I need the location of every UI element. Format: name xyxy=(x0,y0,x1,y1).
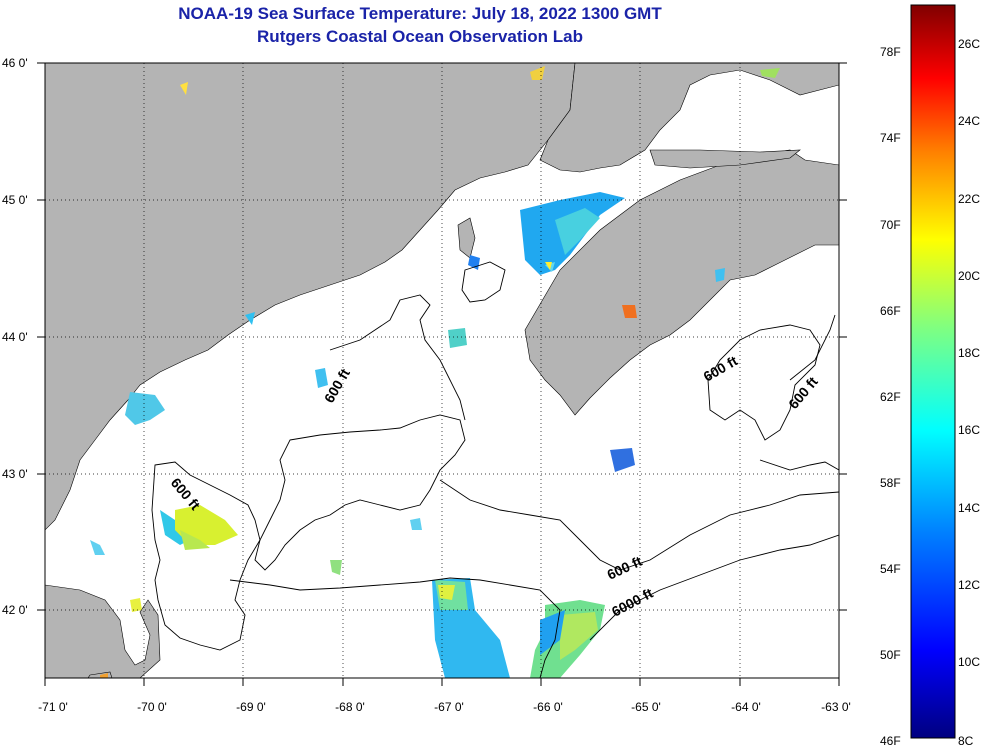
land-nova-scotia xyxy=(524,149,839,416)
land-new-england xyxy=(45,63,576,531)
lon-label: -67 0' xyxy=(434,700,464,714)
lon-label: -71 0' xyxy=(38,700,68,714)
celsius-label: 24C xyxy=(958,114,980,128)
celsius-label: 20C xyxy=(958,269,980,283)
fahrenheit-label: 70F xyxy=(880,218,901,232)
map-subtitle: Rutgers Coastal Ocean Observation Lab xyxy=(257,27,583,46)
celsius-label: 22C xyxy=(958,192,980,206)
graticule xyxy=(45,63,839,678)
fahrenheit-label: 58F xyxy=(880,476,901,490)
colorbar xyxy=(910,4,956,739)
lon-label: -64 0' xyxy=(731,700,761,714)
land-new-brunswick xyxy=(539,63,839,173)
lon-label: -69 0' xyxy=(236,700,266,714)
fahrenheit-label: 46F xyxy=(880,734,901,748)
fahrenheit-label: 78F xyxy=(880,45,901,59)
fahrenheit-label: 66F xyxy=(880,304,901,318)
sst-patches xyxy=(90,66,780,678)
fahrenheit-label: 54F xyxy=(880,562,901,576)
lon-label: -65 0' xyxy=(631,700,661,714)
land-grand-manan xyxy=(457,217,476,259)
celsius-label: 12C xyxy=(958,578,980,592)
fahrenheit-label: 74F xyxy=(880,131,901,145)
colorbar-fahrenheit-labels: 78F 74F 70F 66F 62F 58F 54F 50F 46F xyxy=(880,45,901,748)
depth-contours xyxy=(151,261,839,678)
lon-label: -68 0' xyxy=(335,700,365,714)
lat-label: 44 0' xyxy=(2,330,28,344)
lat-label: 42 0' xyxy=(2,603,28,617)
tick-marks xyxy=(37,62,847,686)
lat-label: 45 0' xyxy=(2,193,28,207)
lon-label: -66 0' xyxy=(533,700,563,714)
lon-label: -70 0' xyxy=(137,700,167,714)
fahrenheit-label: 62F xyxy=(880,390,901,404)
celsius-label: 18C xyxy=(958,346,980,360)
lat-label: 43 0' xyxy=(2,467,28,481)
colorbar-celsius-labels: 26C 24C 22C 20C 18C 16C 14C 12C 10C 8C xyxy=(958,37,980,748)
map-title: NOAA-19 Sea Surface Temperature: July 18… xyxy=(178,4,662,23)
celsius-label: 10C xyxy=(958,655,980,669)
land-cape-cod xyxy=(45,584,161,678)
fahrenheit-label: 50F xyxy=(880,648,901,662)
celsius-label: 16C xyxy=(958,423,980,437)
celsius-label: 14C xyxy=(958,501,980,515)
land-minas xyxy=(649,149,801,169)
latitude-labels: 46 0' 45 0' 44 0' 43 0' 42 0' xyxy=(2,56,28,617)
lon-label: -63 0' xyxy=(821,700,851,714)
celsius-label: 8C xyxy=(958,734,974,748)
lat-label: 46 0' xyxy=(2,56,28,70)
longitude-labels: -71 0' -70 0' -69 0' -68 0' -67 0' -66 0… xyxy=(38,700,851,714)
celsius-label: 26C xyxy=(958,37,980,51)
